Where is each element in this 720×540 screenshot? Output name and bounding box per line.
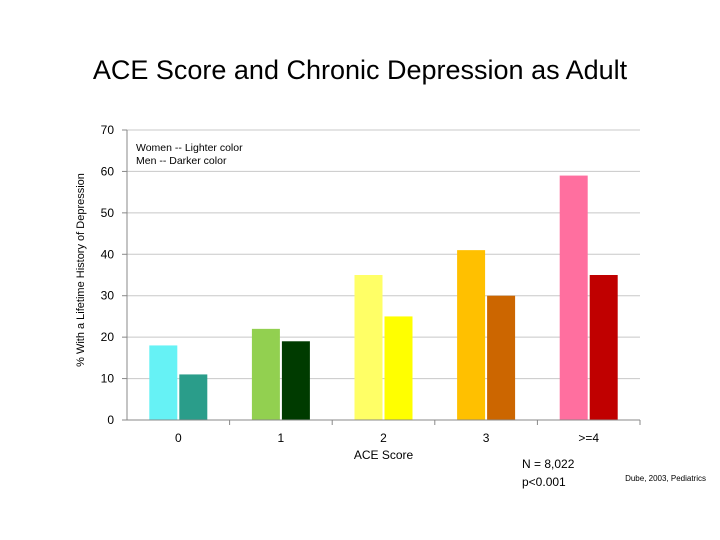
bar-women-4 [559,175,588,420]
gridlines [122,129,641,425]
x-tick-label: 2 [380,431,387,445]
y-tick-label: 60 [101,164,115,178]
y-tick-label: 20 [101,330,115,344]
bar-women-3 [457,250,486,420]
legend-note-women: Women -- Lighter color [136,142,243,154]
y-tick-label: 40 [101,247,115,261]
legend-note-men: Men -- Darker color [136,155,227,167]
y-tick-label: 10 [101,372,115,386]
x-axis-label: ACE Score [354,448,414,462]
bar-men-0 [179,374,208,420]
x-tick-label: 0 [175,431,182,445]
y-tick-label: 70 [101,123,115,137]
y-tick-label: 30 [101,289,115,303]
chart-title: ACE Score and Chronic Depression as Adul… [92,55,628,85]
y-tick-labels: 0 10 20 30 40 50 60 70 [101,123,115,427]
y-axis-label: % With a Lifetime History of Depression [75,173,87,367]
p-value-note: p<0.001 [522,475,566,489]
bar-men-4 [589,275,618,420]
sample-size-note: N = 8,022 [522,457,575,471]
x-tick-labels: 0 1 2 3 >=4 [175,431,599,445]
x-tick-label: 3 [483,431,490,445]
bar-men-2 [384,316,413,420]
x-tick-label: 1 [278,431,285,445]
bar-women-2 [354,275,383,420]
citation: Dube, 2003, Pediatrics [625,474,706,483]
bar-men-3 [487,295,516,420]
bar-women-0 [149,345,178,420]
y-tick-label: 50 [101,206,115,220]
x-tick-label: >=4 [578,431,599,445]
bar-women-1 [251,328,280,420]
y-tick-label: 0 [107,413,114,427]
bars [149,175,618,420]
bar-men-1 [281,341,310,420]
